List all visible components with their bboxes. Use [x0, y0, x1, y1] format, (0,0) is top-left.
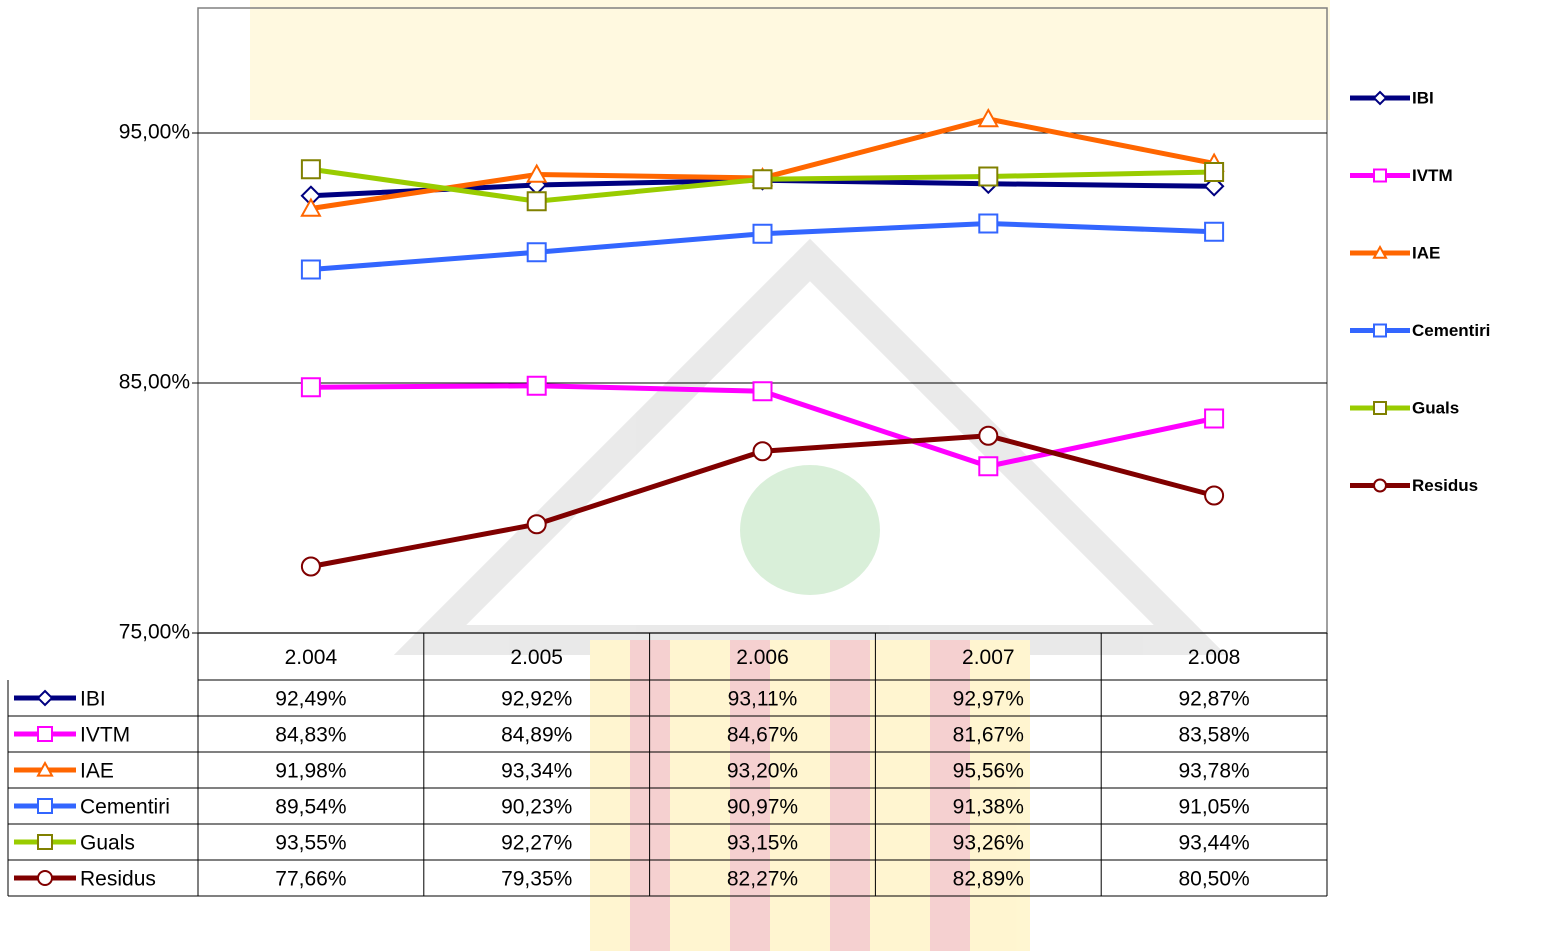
marker [1373, 478, 1387, 493]
table-cell: 92,27% [501, 832, 572, 855]
marker [1372, 244, 1388, 259]
marker [526, 375, 547, 396]
table-cell: 84,89% [501, 724, 572, 747]
table-cell: 79,35% [501, 868, 572, 891]
table-cell: 93,20% [727, 760, 798, 783]
table-cell: 93,44% [1178, 832, 1249, 855]
legend-label: IVTM [1412, 166, 1453, 185]
x-tick-label: 2.005 [510, 646, 563, 669]
table-cell: 82,27% [727, 868, 798, 891]
marker [300, 259, 321, 280]
marker [1204, 162, 1225, 182]
marker [36, 760, 54, 777]
table-cell: 93,15% [727, 832, 798, 855]
table-cell: 93,26% [953, 832, 1024, 855]
marker [752, 169, 773, 190]
table-cell: 93,78% [1178, 760, 1249, 783]
marker [978, 166, 999, 187]
table-cell: 92,49% [275, 688, 346, 711]
marker [37, 870, 53, 886]
table-cell: 77,66% [275, 868, 346, 891]
marker [300, 377, 321, 398]
table-cell: 93,34% [501, 760, 572, 783]
table-cell: 91,98% [275, 760, 346, 783]
marker [300, 556, 321, 577]
marker [36, 689, 54, 707]
table-cell: 90,23% [501, 796, 572, 819]
marker [1372, 90, 1388, 106]
table-cell: 81,67% [953, 724, 1024, 747]
x-tick-label: 2.008 [1188, 646, 1241, 669]
table-cell: 92,92% [501, 688, 572, 711]
table-cell: 80,50% [1178, 868, 1249, 891]
legend-label: IAE [1412, 243, 1440, 262]
table-cell: 91,38% [953, 796, 1024, 819]
table-cell: 92,97% [953, 688, 1024, 711]
table-cell: 89,54% [275, 796, 346, 819]
table-cell: 84,83% [275, 724, 346, 747]
marker [37, 834, 53, 850]
table-cell: 93,11% [728, 688, 798, 711]
y-tick-label: 95,00% [119, 121, 190, 144]
row-label: Guals [80, 832, 135, 855]
table-cell: 82,89% [953, 868, 1024, 891]
x-tick-label: 2.007 [962, 646, 1015, 669]
marker [752, 223, 773, 244]
table-cell: 83,58% [1178, 724, 1249, 747]
y-tick-label: 75,00% [119, 621, 190, 644]
marker [1204, 485, 1225, 506]
legend-label: IBI [1412, 88, 1434, 107]
x-tick-label: 2.006 [736, 646, 789, 669]
marker [1373, 323, 1387, 338]
row-label: Residus [80, 868, 156, 891]
marker [526, 514, 547, 535]
table-cell: 92,87% [1178, 688, 1249, 711]
marker [526, 191, 547, 212]
table-cell: 84,67% [727, 724, 798, 747]
x-tick-label: 2.004 [285, 646, 338, 669]
legend-label: Cementiri [1412, 321, 1490, 340]
marker [752, 381, 773, 402]
marker [1204, 221, 1225, 242]
marker [978, 425, 999, 446]
marker [300, 159, 321, 180]
marker [526, 163, 548, 183]
table-cell: 91,05% [1178, 796, 1249, 819]
row-label: IBI [80, 688, 106, 711]
marker [37, 798, 53, 814]
row-label: Cementiri [80, 796, 170, 819]
series-line [310, 116, 1215, 211]
marker [300, 197, 322, 217]
table-cell: 90,97% [727, 796, 798, 819]
marker [752, 441, 773, 462]
legend-label: Guals [1412, 398, 1459, 417]
marker [978, 456, 999, 477]
table-cell: 93,55% [275, 832, 346, 855]
y-tick-label: 85,00% [119, 371, 190, 394]
marker [978, 213, 999, 234]
marker [37, 726, 53, 742]
marker [526, 242, 547, 263]
marker [1373, 401, 1387, 415]
row-label: IAE [80, 760, 114, 783]
marker [1373, 168, 1387, 183]
row-label: IVTM [80, 724, 130, 747]
marker [1204, 408, 1225, 429]
marker [977, 107, 999, 128]
table-cell: 95,56% [953, 760, 1024, 783]
legend-label: Residus [1412, 476, 1478, 495]
